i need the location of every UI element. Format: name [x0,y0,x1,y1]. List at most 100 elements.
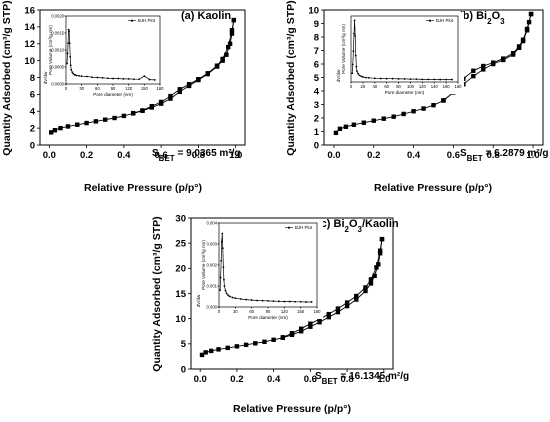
inset-x-tick-label: 150 [297,309,305,314]
bjh-point [415,78,418,81]
desorption-point [441,98,446,103]
adsorption-point [298,329,304,334]
bjh-point [96,76,99,79]
bjh-point [122,78,125,80]
desorption-point [317,316,322,322]
inset-x-tick-label: 60 [95,86,100,91]
y-tick-label: 5 [314,73,320,84]
bjh-point [73,73,76,76]
adsorption-point [177,89,182,95]
sbet-sub: BET [467,154,483,163]
desorption-point [335,306,341,311]
inset-x-axis-title: Pore diameter (nm) [93,92,133,97]
adsorption-point [227,41,233,46]
inset-x-tick-label: 30 [233,309,238,314]
x-tick-label: 0.4 [267,374,281,385]
bjh-point [403,78,406,80]
bjh-point [117,77,120,80]
bjh-point [68,30,71,33]
inset-x-tick-label: 180 [455,84,463,89]
inset-x-axis-title: Pore diameter (nm) [385,90,425,95]
bjh-point [361,76,364,78]
inset-y-axis-title: Pore Volume (cm³/g nm) [201,240,206,290]
inset-legend-marker [428,19,432,22]
inset-x-tick-label: 20 [361,84,366,89]
bjh-point [354,54,357,57]
inset-y-tick-label: 0.0010 [51,48,64,53]
panel-title-sub2: 3 [500,17,505,26]
inset-legend-marker [287,226,291,229]
sbet-prefix: S [152,148,159,159]
desorption-point [186,82,192,87]
desorption-point [528,11,534,17]
bjh-point [223,285,226,287]
desorption-point [520,37,526,42]
panel-title-text: (a) Kaolin [181,10,231,22]
adsorption-point [337,126,343,131]
bjh-point [220,259,223,262]
adsorption-point [363,288,368,294]
bjh-point [101,76,104,79]
panel-title: (a) Kaolin [181,10,231,22]
inset-y-axis-title: Pore Volume (cm³/g nm) [341,24,346,74]
desorption-point [289,331,295,336]
desorption-point [229,28,235,33]
adsorption-point [471,73,476,79]
y-tick-label: 0 [314,140,319,151]
adsorption-point [58,125,63,131]
inset-x-tick-label: 0 [65,86,68,91]
bjh-point [354,34,357,37]
x-tick-label: 0.4 [117,150,131,161]
inset-y-tick-label: 0.004 [207,221,218,226]
bjh-point [433,78,436,81]
inset-x-tick-label: 90 [266,309,271,314]
x-tick-label: 0.0 [327,150,340,161]
y-tick-label: 20 [175,264,186,275]
inset-x-tick-label: 120 [125,86,133,91]
adsorption-point [84,120,89,126]
inset-x-tick-label: 80 [396,84,401,89]
bjh-point [80,75,83,78]
bjh-point [299,300,302,303]
x-tick-label: 0.8 [340,374,353,385]
panel-title-sub: 2 [345,225,350,234]
x-tick-label: 0.0 [43,150,56,161]
x-axis-title: Relative Pressure (p/p°) [233,403,351,415]
bjh-point [223,278,225,281]
adsorption-point [368,281,374,286]
bjh-point [220,241,223,243]
bjh-point [357,72,360,75]
bjh-point [75,74,78,77]
adsorption-point [361,120,367,125]
desorption-point [220,56,225,62]
bjh-point [78,74,80,77]
bjh-point [68,42,71,45]
inset-frame [350,15,459,83]
sbet-sub: BET [159,154,175,163]
bjh-point [70,68,73,71]
desorption-point [510,51,516,56]
y-tick-label: 16 [24,5,35,16]
bjh-point [67,28,70,31]
bjh-point [228,295,231,298]
inset-x-tick-label: 160 [443,84,451,89]
sbet-prefix: S [460,148,467,159]
y-tick-label: 2 [314,113,319,124]
x-tick-label: 0.6 [304,374,317,385]
adsorption-point [401,111,406,117]
bjh-point [221,247,224,250]
y-tick-label: 0 [181,364,186,375]
bjh-point [427,78,430,81]
sbet-value: = 6.2879 m²/g [483,148,549,159]
bjh-point [91,76,94,79]
adsorption-point [344,303,350,309]
inset-y-tick-label: 0.0000 [51,82,64,87]
inset-x-tick-label: 120 [281,309,289,314]
bjh-point [234,297,237,300]
y-tick-label: 25 [175,238,186,249]
x-tick-label: 1.0 [377,374,390,385]
desorption-point [377,248,383,253]
adsorption-point [411,109,416,114]
inset-y-tick-label: 0.002 [207,263,218,268]
inset-legend-marker [130,19,134,22]
